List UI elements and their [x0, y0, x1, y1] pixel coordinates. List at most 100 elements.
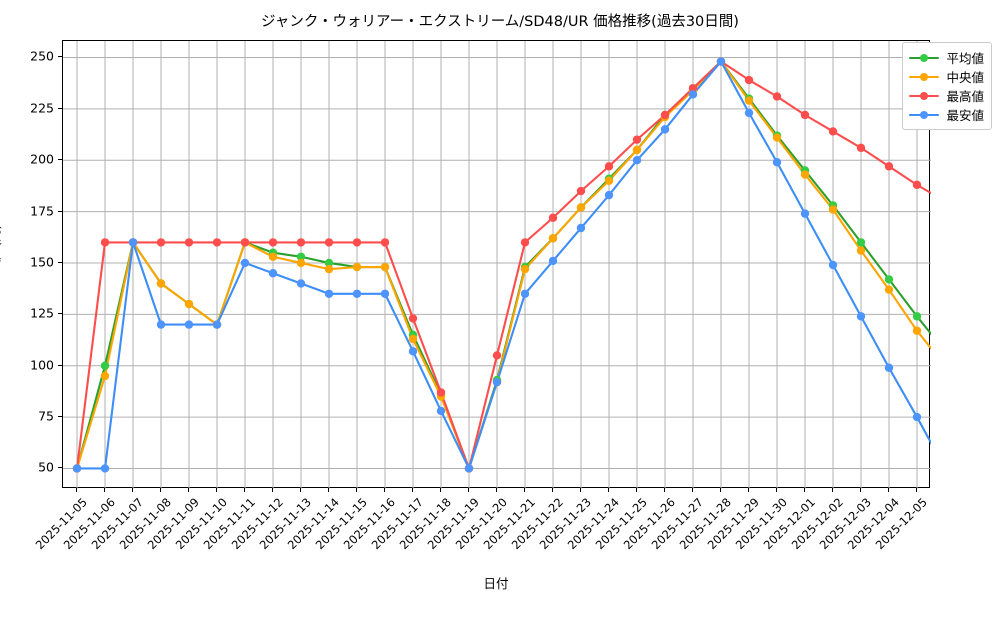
data-point [156, 320, 166, 329]
legend-dot-icon [920, 53, 929, 62]
x-tick-mark [860, 488, 861, 492]
x-tick-mark [552, 488, 553, 492]
data-point [800, 209, 810, 218]
y-tick-label: 150 [30, 254, 54, 270]
y-tick-mark [58, 261, 62, 263]
data-point [212, 320, 222, 329]
x-tick-mark [468, 488, 469, 492]
legend-label: 最安値 [946, 108, 984, 123]
data-point [660, 125, 670, 134]
data-point [128, 238, 138, 247]
data-point [912, 412, 922, 422]
series-line [75, 60, 931, 470]
data-point [828, 260, 838, 270]
x-tick-mark [300, 488, 301, 492]
y-tick-mark [58, 467, 62, 469]
data-point [856, 143, 866, 153]
data-point [268, 269, 278, 278]
y-tick-mark [58, 313, 62, 315]
data-point [100, 464, 110, 473]
x-tick-mark [524, 488, 525, 492]
price-history-chart: ジャンク・ウォリアー・エクストリーム/SD48/UR 価格推移(過去30日間) … [0, 14, 992, 591]
data-point [464, 464, 474, 473]
data-point [156, 279, 166, 288]
data-point [324, 258, 334, 268]
y-tick-mark [58, 56, 62, 58]
data-point [324, 289, 334, 298]
y-tick-label: 175 [30, 203, 54, 219]
data-point [800, 110, 810, 120]
y-tick-mark [58, 159, 62, 161]
y-tick-mark [58, 210, 62, 212]
x-tick-mark [104, 488, 105, 492]
y-tick-label: 225 [30, 100, 54, 116]
data-point [548, 234, 558, 243]
data-point [100, 238, 110, 247]
data-point [576, 223, 586, 233]
data-point [100, 361, 110, 370]
legend-swatch-icon [909, 109, 940, 121]
data-point [856, 238, 866, 247]
legend-swatch-icon [909, 71, 940, 83]
data-point [744, 96, 754, 105]
x-tick-mark [496, 488, 497, 492]
x-tick-mark [916, 488, 917, 492]
legend-label: 平均値 [946, 51, 984, 66]
series-layer [72, 57, 931, 473]
x-tick-mark [384, 488, 385, 492]
x-tick-mark [272, 488, 273, 492]
series-line [75, 60, 931, 470]
data-point [744, 108, 754, 118]
data-point [156, 238, 166, 247]
x-tick-mark [608, 488, 609, 492]
legend-label: 中央値 [946, 70, 984, 85]
data-point [688, 90, 698, 99]
data-point [772, 92, 782, 101]
data-point [884, 275, 894, 284]
data-point [884, 363, 894, 372]
data-point [436, 388, 446, 397]
x-tick-mark [216, 488, 217, 492]
x-tick-mark [356, 488, 357, 492]
data-point [492, 377, 502, 387]
data-point [184, 320, 194, 329]
x-tick-mark [832, 488, 833, 492]
data-point [912, 326, 922, 335]
data-point [716, 57, 726, 66]
chart-title: ジャンク・ウォリアー・エクストリーム/SD48/UR 価格推移(過去30日間) [261, 14, 739, 30]
legend-item[interactable]: 中央値 [909, 67, 984, 86]
data-point [548, 213, 558, 222]
data-point [408, 334, 418, 344]
data-point [352, 238, 362, 247]
data-point [744, 75, 754, 85]
x-tick-mark [328, 488, 329, 492]
x-tick-mark [804, 488, 805, 492]
data-point [296, 238, 306, 247]
y-tick-mark [58, 364, 62, 366]
data-point [856, 312, 866, 321]
legend-item[interactable]: 最安値 [909, 105, 984, 124]
data-point [436, 406, 446, 416]
x-tick-mark [160, 488, 161, 492]
y-tick-label: 125 [30, 305, 54, 321]
x-tick-mark [776, 488, 777, 492]
data-point [380, 262, 390, 272]
legend-item[interactable]: 平均値 [909, 48, 984, 67]
data-point [296, 258, 306, 268]
y-tick-mark [58, 107, 62, 109]
x-axis-label: 日付 [483, 576, 509, 591]
legend-item[interactable]: 最高値 [909, 86, 984, 105]
data-point [212, 238, 222, 247]
x-tick-mark [244, 488, 245, 492]
data-point [352, 262, 362, 272]
data-point [660, 110, 670, 120]
data-point [912, 312, 922, 321]
data-point [632, 145, 642, 155]
y-tick-label: 50 [38, 459, 54, 475]
series-line [75, 60, 931, 470]
data-point [576, 186, 586, 196]
y-axis-label: 値 (円) [0, 224, 3, 264]
x-tick-mark [580, 488, 581, 492]
y-tick-mark [58, 416, 62, 418]
data-point [604, 162, 614, 171]
